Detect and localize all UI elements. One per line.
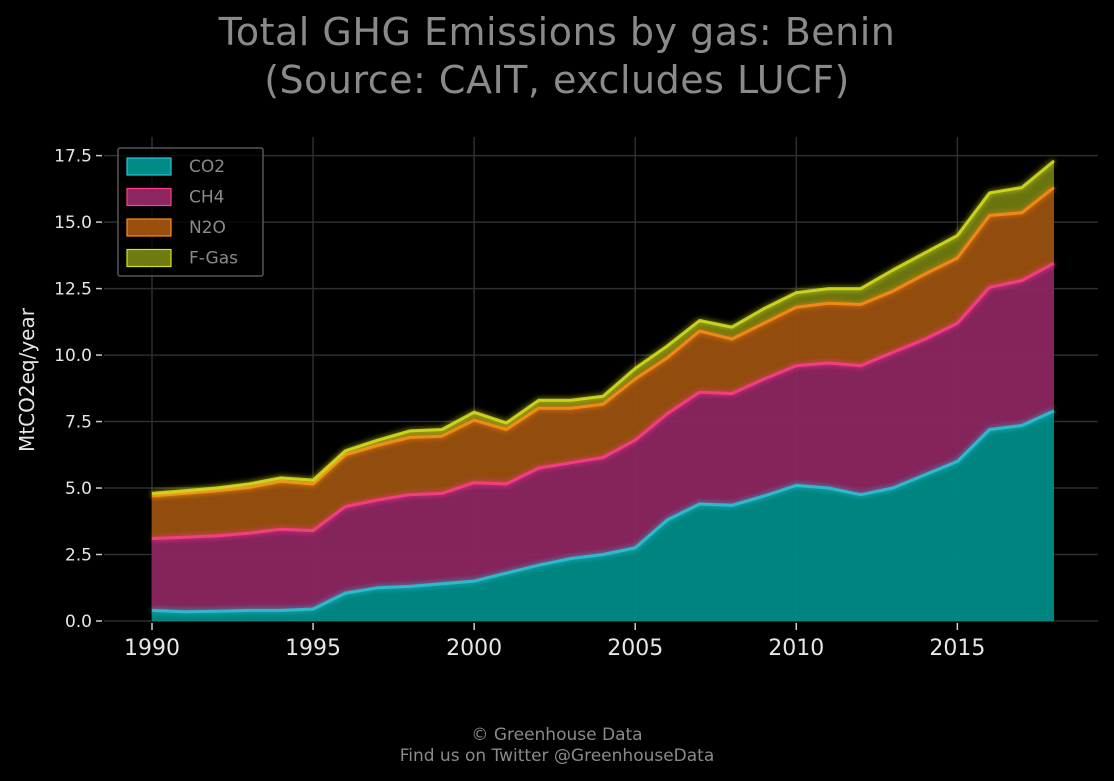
x-tick-label: 2010: [768, 636, 824, 661]
x-tick-label: 1990: [124, 636, 180, 661]
x-tick-label: 2015: [929, 636, 985, 661]
x-tick-label: 2000: [446, 636, 502, 661]
line-f-gas: [151, 159, 1055, 495]
y-tick-label: 17.5: [54, 147, 92, 167]
area-co2: [152, 410, 1054, 621]
line-n2o: [151, 186, 1055, 498]
chart-title: Total GHG Emissions by gas: Benin: [218, 10, 896, 54]
footer-twitter: Find us on Twitter @GreenhouseData: [399, 746, 715, 766]
legend-label: N2O: [189, 218, 226, 238]
y-axis-label: MtCO2eq/year: [15, 307, 39, 452]
x-tick-label: 1995: [285, 636, 341, 661]
x-tick-label: 2005: [607, 636, 663, 661]
legend: CO2 CH4 N2O F-Gas: [117, 147, 264, 277]
stacked-areas: [152, 160, 1054, 621]
legend-label: F-Gas: [189, 249, 238, 269]
series-lines: [151, 159, 1055, 614]
axes: 0.0 2.5 5.0 7.5 10.0 12.5 15.0 17.5 1990 1995 2000…: [54, 147, 985, 661]
legend-label: CO2: [189, 157, 225, 177]
legend-frame: [117, 147, 264, 277]
legend-swatch: [126, 218, 172, 237]
chart-subtitle: (Source: CAIT, excludes LUCF): [264, 58, 850, 102]
footer-copyright: © Greenhouse Data: [471, 725, 643, 745]
y-tick-label: 2.5: [65, 546, 92, 566]
y-tick-label: 10.0: [54, 346, 92, 366]
y-tick-label: 12.5: [54, 280, 92, 300]
legend-swatch: [126, 248, 172, 268]
y-tick-label: 0.0: [65, 612, 92, 632]
legend-label: CH4: [189, 188, 224, 208]
line-ch4: [151, 261, 1055, 541]
y-tick-label: 7.5: [65, 413, 92, 433]
line-co2: [151, 409, 1055, 614]
legend-swatch: [126, 187, 172, 207]
y-tick-label: 5.0: [65, 479, 92, 499]
area-n2o: [152, 187, 1054, 539]
legend-swatch: [126, 157, 172, 176]
area-ch4: [152, 263, 1054, 612]
y-tick-label: 15.0: [54, 213, 92, 233]
